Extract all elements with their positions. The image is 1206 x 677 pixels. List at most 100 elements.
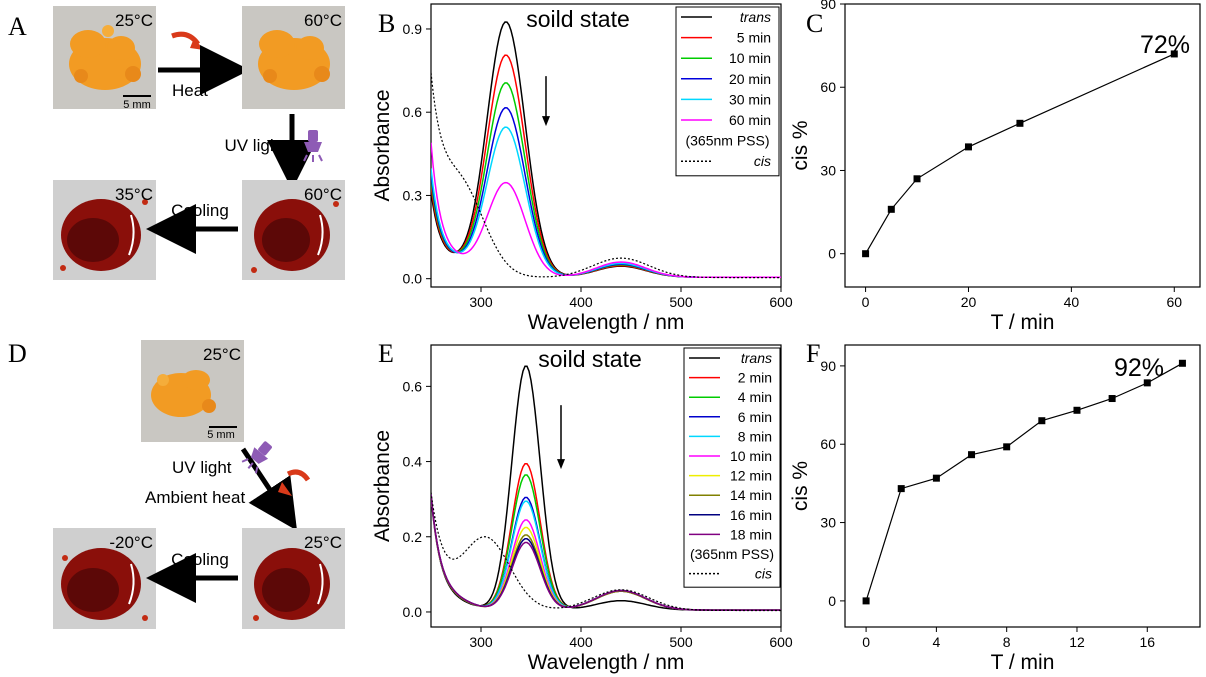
y-axis-title: Absorbance bbox=[371, 430, 394, 542]
legend-label: 10 min bbox=[729, 50, 771, 66]
legend-label: 60 min bbox=[729, 112, 771, 128]
trend-arrow-head bbox=[542, 116, 550, 127]
x-tick-label: 12 bbox=[1069, 634, 1085, 650]
data-point bbox=[1178, 359, 1186, 367]
x-tick-label: 500 bbox=[669, 634, 693, 650]
plot-frame bbox=[430, 344, 782, 628]
y-tick-label: 30 bbox=[820, 162, 836, 178]
panel-letter-c: C bbox=[806, 9, 823, 38]
y-tick-label: 0.0 bbox=[403, 271, 423, 287]
x-tick-label: 600 bbox=[769, 634, 793, 650]
x-tick-label: 0 bbox=[862, 634, 870, 650]
y-axis-title: cis % bbox=[789, 461, 812, 511]
legend-label: 20 min bbox=[729, 71, 771, 87]
y-tick-label: 0.2 bbox=[403, 529, 423, 545]
y-tick-label: 90 bbox=[820, 358, 836, 374]
y-tick-label: 0.4 bbox=[403, 454, 423, 470]
legend-label: cis bbox=[755, 566, 772, 582]
legend-box bbox=[683, 347, 781, 588]
x-tick-label: 60 bbox=[1166, 294, 1182, 310]
uv-lamp-icon bbox=[303, 130, 323, 162]
legend-label: 12 min bbox=[730, 468, 772, 484]
chart-title: soild state bbox=[538, 346, 642, 372]
trend-arrow-head bbox=[557, 459, 565, 470]
y-tick-label: 0.0 bbox=[403, 604, 423, 620]
legend-note: (365nm PSS) bbox=[690, 546, 774, 562]
chart-b: B 300 400 500 600 0.0 0.3 0.6 0.9 Wavelength / nm… bbox=[371, 3, 793, 334]
panel-letter-d: D bbox=[8, 339, 27, 368]
data-point bbox=[862, 250, 870, 258]
ambient-heat-label: Ambient heat bbox=[145, 488, 245, 507]
data-point bbox=[1108, 395, 1116, 403]
x-axis-title: Wavelength / nm bbox=[528, 651, 685, 674]
legend-label: 5 min bbox=[737, 30, 771, 46]
plot-frame bbox=[844, 344, 1201, 628]
orange-crystals bbox=[69, 25, 141, 90]
plot-frame bbox=[844, 3, 1201, 288]
legend-label: 30 min bbox=[729, 91, 771, 107]
heat-icon bbox=[278, 469, 311, 496]
uv-label: UV light bbox=[172, 458, 232, 477]
data-point bbox=[968, 451, 976, 459]
y-tick-label: 0.3 bbox=[403, 187, 423, 203]
chart-c: C 0 20 40 60 0 30 60 90 T / min cis % 72% bbox=[789, 0, 1201, 334]
series-line-18-min bbox=[431, 494, 781, 611]
y-tick-label: 0 bbox=[828, 593, 836, 609]
data-point bbox=[1038, 417, 1046, 425]
panel-letter-e: E bbox=[378, 339, 394, 368]
legend-label: trans bbox=[741, 350, 772, 366]
data-point bbox=[1016, 119, 1024, 127]
orange-crystals bbox=[258, 30, 330, 90]
photo-crystals-25c: 25°C 5 mm bbox=[53, 6, 156, 111]
red-liquid bbox=[60, 199, 148, 271]
y-axis-title: cis % bbox=[789, 120, 812, 170]
legend-note: (365nm PSS) bbox=[685, 133, 769, 149]
cis-percent-line bbox=[865, 362, 1183, 602]
x-tick-label: 300 bbox=[469, 634, 493, 650]
chart-title: soild state bbox=[526, 6, 630, 32]
x-tick-label: 4 bbox=[932, 634, 940, 650]
x-axis-title: T / min bbox=[991, 651, 1055, 674]
legend-label: 6 min bbox=[738, 409, 772, 425]
panel-letter-b: B bbox=[378, 9, 395, 38]
y-tick-label: 60 bbox=[820, 436, 836, 452]
photo-liquid-35c: 35°C bbox=[53, 180, 156, 280]
cooling-label: Cooling bbox=[171, 201, 229, 220]
legend-label: trans bbox=[740, 9, 771, 25]
scale-bar-label: 5 mm bbox=[207, 429, 235, 441]
y-tick-label: 90 bbox=[820, 0, 836, 12]
photo-temp-label: 60°C bbox=[304, 185, 342, 204]
photo-crystals-60c: 60°C bbox=[242, 6, 345, 109]
chart-f: F 0 4 8 12 16 0 30 60 90 T / min cis % 92% bbox=[789, 339, 1201, 674]
cis-percent-line bbox=[865, 53, 1175, 255]
y-tick-label: 0 bbox=[828, 246, 836, 262]
final-percent-annotation: 92% bbox=[1114, 354, 1164, 382]
uv-label: UV light bbox=[224, 136, 284, 155]
y-tick-label: 0.9 bbox=[403, 21, 423, 37]
legend-label: 16 min bbox=[730, 507, 772, 523]
series-line-cis bbox=[431, 492, 781, 612]
spectra-group bbox=[431, 21, 781, 279]
photo-liquid-minus20c: -20°C bbox=[53, 528, 156, 629]
panel-letter-f: F bbox=[806, 339, 820, 368]
y-tick-label: 30 bbox=[820, 515, 836, 531]
y-axis-title: Absorbance bbox=[371, 89, 394, 201]
x-tick-label: 300 bbox=[469, 294, 493, 310]
legend-label: 8 min bbox=[738, 428, 772, 444]
legend: trans 5 min 10 min 20 min 30 min 60 min (365nm… bbox=[675, 6, 780, 177]
photo-temp-label: -20°C bbox=[109, 533, 153, 552]
orange-crystals bbox=[151, 370, 216, 417]
photo-crystals-25c: 25°C 5 mm bbox=[141, 340, 244, 442]
x-tick-label: 500 bbox=[669, 294, 693, 310]
data-point bbox=[1143, 379, 1151, 387]
data-point bbox=[1170, 50, 1178, 58]
data-point bbox=[862, 597, 870, 605]
x-tick-label: 40 bbox=[1064, 294, 1080, 310]
legend-label: cis bbox=[754, 153, 771, 169]
legend-label: 2 min bbox=[738, 370, 772, 386]
y-tick-label: 60 bbox=[820, 79, 836, 95]
photo-temp-label: 35°C bbox=[115, 185, 153, 204]
series-line-cis bbox=[431, 72, 781, 279]
uv-lamp-icon bbox=[241, 441, 272, 474]
